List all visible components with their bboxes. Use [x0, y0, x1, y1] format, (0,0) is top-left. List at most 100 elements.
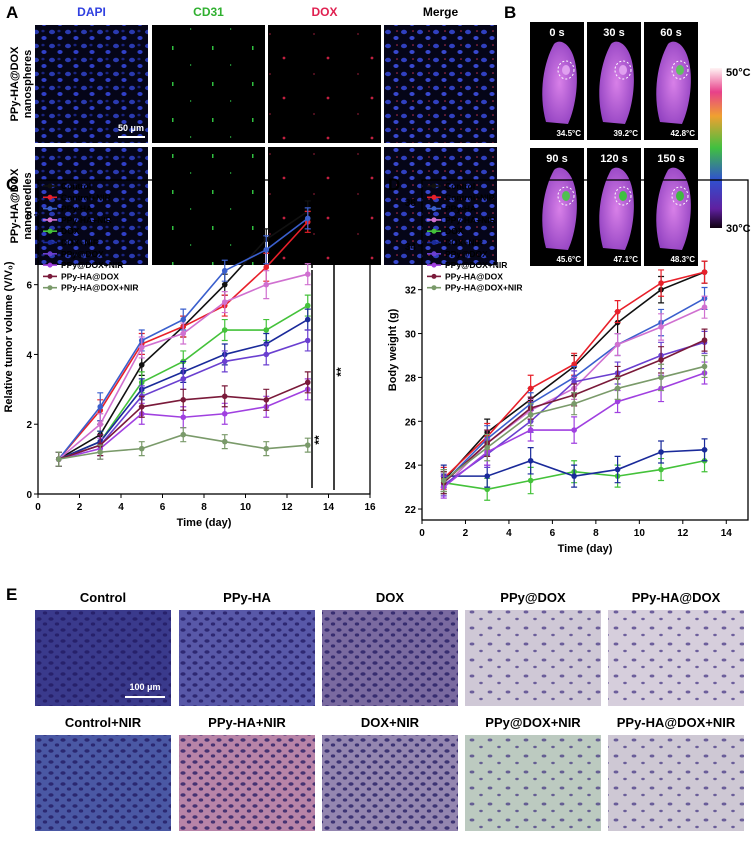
histology-texture [465, 735, 601, 831]
x-tick-label: 16 [364, 502, 376, 513]
legend-label: Control [445, 181, 475, 191]
legend-marker [47, 206, 53, 212]
legend-label: PPy@DOX [61, 249, 104, 259]
data-point [658, 357, 664, 363]
x-tick-label: 14 [721, 528, 733, 539]
mouse [656, 41, 691, 125]
legend-label: PPy@DOX+NIR [61, 260, 123, 270]
temp-label: 47.1°C [613, 255, 638, 264]
legend-marker [47, 273, 53, 279]
y-tick-label: 24 [405, 461, 417, 472]
data-point [614, 466, 621, 473]
histology-texture [322, 610, 458, 706]
significance-mark: ** [334, 367, 348, 377]
x-tick-label: 8 [593, 528, 599, 539]
legend-marker [431, 217, 437, 223]
data-point [304, 379, 311, 386]
histology-label: PPy-HA@DOX [632, 590, 721, 605]
histology-label: Control [80, 590, 126, 605]
legend-label: PPy-HA+NIR [61, 215, 112, 225]
temp-label: 45.6°C [556, 255, 581, 264]
mouse [656, 167, 691, 250]
time-label: 0 s [549, 27, 564, 39]
row-label: PPy-HA@DOX nanospheres [9, 46, 34, 122]
legend-marker [47, 251, 53, 257]
x-tick-label: 10 [634, 528, 646, 539]
panel-label: D [388, 175, 400, 194]
colorbar-max: 50°C [726, 67, 751, 79]
legend-label: DOX [61, 226, 80, 236]
column-label: CD31 [193, 5, 224, 19]
legend-label: DOX [445, 226, 464, 236]
legend-marker [47, 183, 53, 189]
y-tick-label: 26 [405, 417, 417, 428]
data-point [221, 358, 228, 365]
data-point [527, 385, 534, 392]
x-tick-label: 0 [419, 528, 425, 539]
hot-spot [562, 65, 570, 75]
data-point [527, 477, 534, 484]
x-tick-label: 6 [160, 502, 166, 513]
x-tick-label: 4 [506, 528, 512, 539]
legend-marker [431, 228, 437, 234]
histology-texture [322, 735, 458, 831]
histology-texture [179, 610, 315, 706]
data-point [221, 438, 228, 445]
mouse [542, 167, 577, 250]
data-point [484, 473, 491, 479]
mouse [542, 41, 577, 125]
data-point [614, 308, 621, 315]
data-point [304, 271, 311, 278]
y-tick-label: 8 [26, 211, 32, 222]
time-label: 90 s [546, 153, 567, 165]
data-point [221, 281, 228, 288]
hot-spot [562, 191, 570, 201]
legend-marker [431, 251, 437, 257]
legend-marker [431, 273, 437, 279]
data-point [221, 410, 228, 417]
y-tick-label: 36 [405, 198, 417, 209]
data-point [571, 379, 577, 385]
data-point [263, 397, 270, 403]
x-tick-label: 8 [201, 502, 207, 513]
legend-label: PPy-HA@DOX+NIR [445, 283, 522, 293]
legend-marker [47, 262, 53, 268]
legend-marker [47, 228, 53, 234]
data-point [138, 403, 145, 410]
legend-label: PPy-HA@DOX+NIR [61, 283, 138, 293]
legend-marker [47, 217, 53, 223]
legend-label: Control+NIR [445, 192, 495, 202]
legend-label: PPy-HA@DOX [61, 271, 119, 281]
data-point [527, 411, 534, 418]
roi-circle [671, 186, 689, 206]
legend-label: PPy-HA@DOX [445, 271, 503, 281]
y-axis-label: Body weight (g) [387, 308, 399, 391]
data-point [701, 304, 708, 311]
x-axis-label: Time (day) [558, 543, 613, 555]
y-tick-label: 6 [26, 281, 32, 292]
y-axis-label: Relative tumor volume (V/V₀) [3, 261, 15, 412]
time-label: 120 s [600, 153, 628, 165]
micrograph [268, 25, 381, 143]
histology-label: PPy-HA@DOX+NIR [617, 715, 736, 730]
temp-label: 34.5°C [556, 129, 581, 138]
roi-circle [557, 60, 575, 80]
panel-label: C [6, 175, 18, 194]
y-tick-label: 30 [405, 330, 417, 341]
hot-spot [676, 65, 684, 75]
legend-label: Control+NIR [61, 192, 111, 202]
x-tick-label: 12 [281, 502, 293, 513]
panel-label: A [6, 3, 18, 22]
mouse [599, 41, 634, 125]
data-point [304, 442, 311, 448]
temp-label: 48.3°C [670, 255, 695, 264]
scale-bar-label: 50 μm [118, 123, 144, 133]
histology-label: PPy@DOX [500, 590, 566, 605]
data-point [527, 427, 534, 433]
x-tick-label: 2 [77, 502, 83, 513]
data-point [55, 456, 62, 462]
data-point [701, 269, 708, 275]
histology-label: Control+NIR [65, 715, 142, 730]
legend-label: PPy-HA+NIR [445, 215, 496, 225]
roi-circle [557, 186, 575, 206]
